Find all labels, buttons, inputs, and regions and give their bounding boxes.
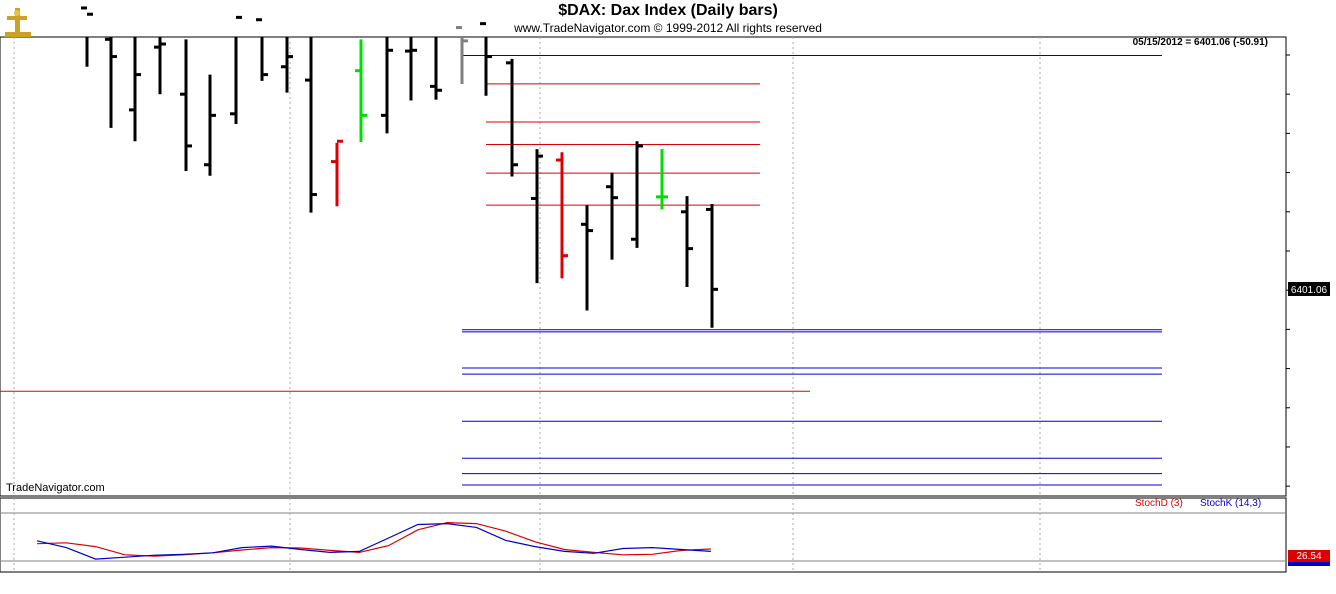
ohlc-bar xyxy=(606,172,618,260)
legend-stochk: StochK (14,3) xyxy=(1200,498,1261,509)
ohlc-bar xyxy=(281,37,293,93)
ohlc-bar xyxy=(506,58,518,177)
ohlc-bar xyxy=(105,37,117,128)
ohlc-bar xyxy=(81,6,93,67)
vertical-gridlines xyxy=(13,37,1041,496)
stoch-last-label: 26.54 xyxy=(1296,551,1321,562)
ohlc-bar xyxy=(129,37,141,142)
ohlc-bar xyxy=(531,149,543,284)
chart-subtitle: www.TradeNavigator.com © 1999-2012 All r… xyxy=(514,21,822,35)
price-bars xyxy=(81,6,718,328)
price-panel-frame xyxy=(0,36,1287,497)
ohlc-bar xyxy=(681,196,693,288)
chart-title: $DAX: Dax Index (Daily bars) xyxy=(558,2,778,19)
level-lines xyxy=(0,54,1162,486)
ohlc-bar xyxy=(556,152,568,279)
ohlc-bar xyxy=(355,39,367,143)
stoch-vertical-gridlines xyxy=(13,498,1041,572)
ohlc-bar xyxy=(230,15,242,124)
ohlc-bar xyxy=(256,18,268,81)
stoch-last-tag: 26.54 xyxy=(1288,550,1330,566)
ohlc-bar xyxy=(405,37,417,101)
stoch-lines xyxy=(36,521,711,560)
price-axis xyxy=(1286,54,1290,487)
ohlc-bar xyxy=(381,37,393,134)
ohlc-bar xyxy=(456,26,468,85)
ohlc-bar xyxy=(430,37,442,100)
ohlc-bar xyxy=(706,203,718,328)
stochastic-panel: StochD (3) StochK (14,3) 26.54 xyxy=(0,497,1330,573)
ohlc-bar xyxy=(581,205,593,311)
price-panel: 05/15/2012 = 6401.06 (-50.91) TradeNavig… xyxy=(0,6,1330,497)
ohlc-bar xyxy=(204,74,216,176)
ohlc-bar xyxy=(331,139,343,207)
ohlc-bar xyxy=(154,37,166,95)
last-price-tag: 6401.06 xyxy=(1288,282,1330,296)
stochastic-panel-frame xyxy=(0,497,1287,573)
stochk-line xyxy=(36,522,711,560)
legend-stochd: StochD (3) xyxy=(1135,498,1183,509)
ohlc-bar xyxy=(305,37,317,213)
ohlc-bar xyxy=(656,149,668,210)
quote-readout: 05/15/2012 = 6401.06 (-50.91) xyxy=(1133,37,1268,48)
ohlc-bar xyxy=(180,39,192,172)
ohlc-bar xyxy=(631,141,643,248)
last-price-label: 6401.06 xyxy=(1291,285,1328,296)
trade-navigator-logo xyxy=(5,8,31,37)
ohlc-bar xyxy=(480,22,492,96)
watermark: TradeNavigator.com xyxy=(6,482,105,494)
